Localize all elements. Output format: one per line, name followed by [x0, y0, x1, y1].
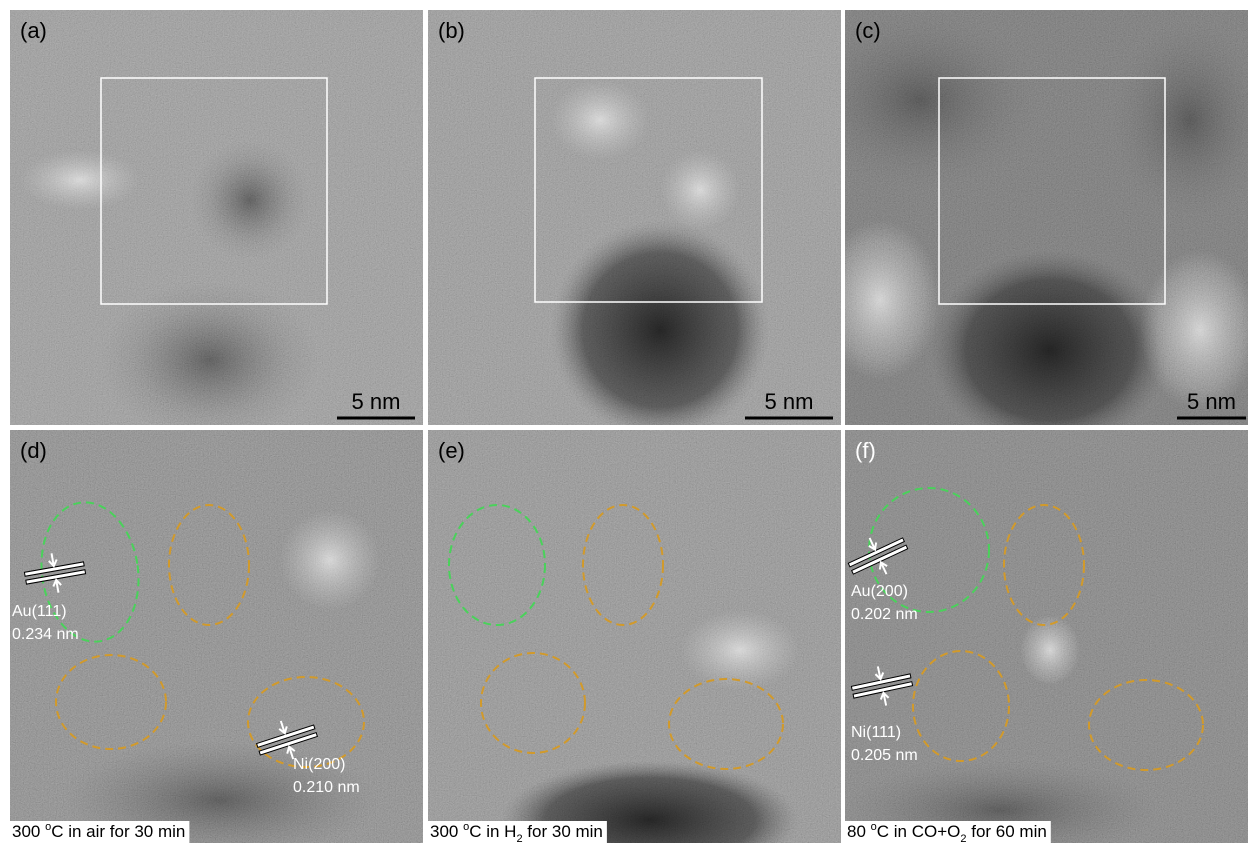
panel: (f) Au(200) 0.202 nm Ni(111) 0.205 nm 80 oC i…: [840, 430, 1248, 843]
scale-bar-label: 5 nm: [1187, 389, 1236, 414]
panel-label: (e): [438, 438, 465, 463]
panel-label: (c): [855, 18, 881, 43]
caption: 300 oC in air for 30 min: [12, 821, 185, 842]
caption-part: C in air for 30 min: [51, 822, 185, 841]
panel-label: (d): [20, 438, 47, 463]
lattice-label: Ni(200): [293, 756, 345, 773]
panel: (a) 5 nm: [10, 10, 423, 440]
lattice-label: 0.205 nm: [851, 747, 918, 764]
caption-part: C in CO+O: [877, 822, 961, 841]
panel: (c) 5 nm: [800, 10, 1248, 450]
noise: [10, 10, 423, 425]
caption: 80 oC in CO+O2 for 60 min: [847, 821, 1047, 843]
lattice-label: 0.210 nm: [293, 779, 360, 796]
caption-part: for 60 min: [967, 822, 1047, 841]
panels: (a) 5 nm (b) 5 nm (c) 5 nm (d) Au(111) 0.234 nm N…: [10, 10, 1248, 843]
figure: (a) 5 nm (b) 5 nm (c) 5 nm (d) Au(111) 0.234 nm N…: [0, 0, 1248, 843]
lattice-label: Au(200): [851, 583, 908, 600]
noise: [428, 430, 841, 843]
noise: [428, 10, 841, 425]
panel-label: (a): [20, 18, 47, 43]
caption-part: 300: [12, 822, 45, 841]
noise: [845, 10, 1248, 425]
scale-bar-label: 5 nm: [352, 389, 401, 414]
lattice-label: Au(111): [12, 603, 67, 620]
lattice-label: 0.202 nm: [851, 606, 918, 623]
scale-bar-label: 5 nm: [765, 389, 814, 414]
caption: 300 oC in H2 for 30 min: [430, 821, 603, 843]
panel-label: (f): [855, 438, 876, 463]
panel: (b) 5 nm: [428, 10, 841, 440]
caption-part: 300: [430, 822, 463, 841]
caption-part: for 30 min: [523, 822, 603, 841]
lattice-label: Ni(111): [851, 724, 901, 741]
panel: (d) Au(111) 0.234 nm Ni(200) 0.210 nm 300 oC …: [10, 430, 423, 843]
caption-part: C in H: [469, 822, 516, 841]
lattice-label: 0.234 nm: [12, 626, 79, 643]
panel-label: (b): [438, 18, 465, 43]
panel: (e) 300 oC in H2 for 30 min: [428, 430, 841, 843]
caption-part: 80: [847, 822, 871, 841]
